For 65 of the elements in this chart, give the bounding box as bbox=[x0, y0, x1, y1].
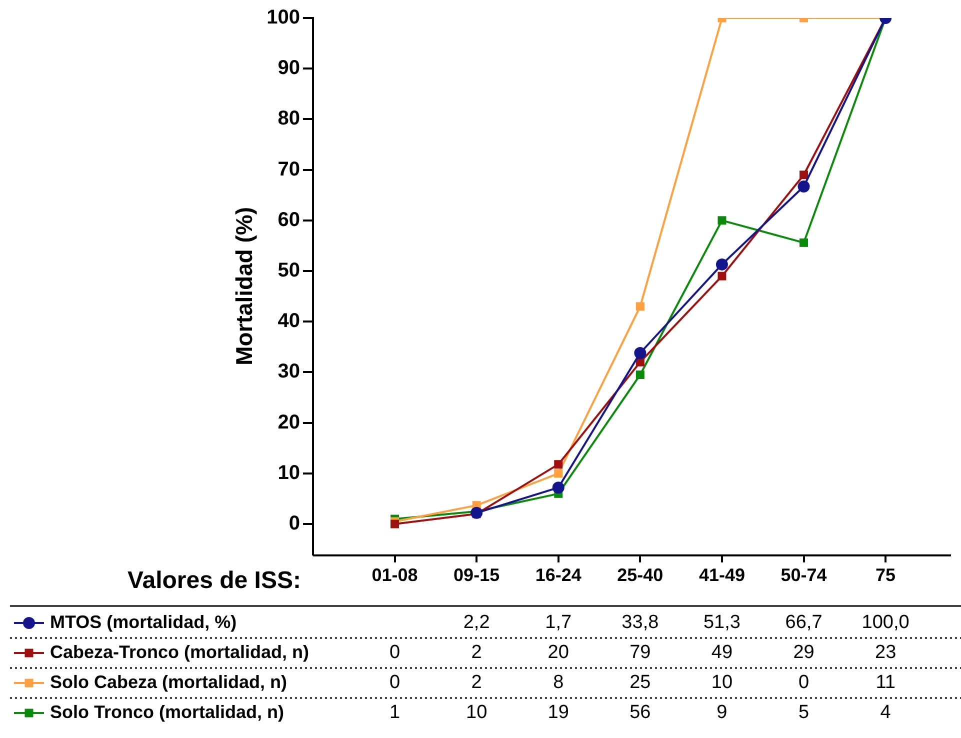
text: 100,0 bbox=[862, 612, 910, 634]
text: 0 bbox=[389, 672, 400, 694]
x-tick-label: 25-40 bbox=[617, 565, 664, 586]
point bbox=[718, 272, 726, 280]
legend-label: MTOS (mortalidad, %) bbox=[50, 612, 237, 632]
point bbox=[470, 506, 483, 519]
y-axis-title: Mortalidad (%) bbox=[231, 206, 258, 366]
point bbox=[554, 460, 563, 469]
y-tick-label: 40 bbox=[278, 310, 300, 332]
text: 49 bbox=[711, 642, 733, 664]
text: 8 bbox=[553, 672, 564, 694]
y-tick-label: 100 bbox=[266, 6, 300, 29]
text: 79 bbox=[630, 642, 651, 664]
y-tick-label: 70 bbox=[278, 158, 300, 180]
legend-label: Solo Cabeza (mortalidad, n) bbox=[50, 672, 288, 692]
text: 9 bbox=[716, 702, 728, 724]
x-tick-label: 09-15 bbox=[454, 565, 500, 586]
point bbox=[554, 469, 563, 478]
y-tick-label: 90 bbox=[278, 57, 300, 80]
point bbox=[718, 216, 726, 225]
y-tick-label: 60 bbox=[278, 208, 300, 231]
text: 10 bbox=[711, 672, 733, 694]
x-tick-label: 01-08 bbox=[372, 565, 418, 586]
legend-label: Solo Tronco (mortalidad, n) bbox=[50, 702, 284, 722]
text: 56 bbox=[630, 702, 651, 724]
x-tick-label: 75 bbox=[876, 565, 896, 586]
text: 19 bbox=[548, 702, 569, 724]
text: 10 bbox=[466, 702, 488, 724]
text: 33,8 bbox=[622, 612, 659, 634]
y-tick-label: 80 bbox=[278, 108, 300, 130]
legend-label: Cabeza-Tronco (mortalidad, n) bbox=[50, 642, 310, 662]
y-tick-label: 50 bbox=[278, 260, 300, 282]
point bbox=[636, 370, 644, 379]
text: 11 bbox=[876, 672, 896, 694]
y-tick-label: 30 bbox=[278, 360, 300, 383]
text: 1,7 bbox=[545, 612, 572, 634]
point bbox=[552, 482, 564, 494]
text: 2,2 bbox=[463, 612, 490, 634]
point bbox=[716, 258, 728, 270]
point bbox=[636, 302, 644, 311]
text: 5 bbox=[798, 702, 810, 724]
point bbox=[800, 170, 808, 180]
text: 1 bbox=[389, 702, 400, 724]
y-tick-label: 20 bbox=[278, 411, 300, 434]
text: 2 bbox=[471, 672, 482, 694]
x-tick-label: 16-24 bbox=[535, 565, 582, 586]
text: 0 bbox=[798, 672, 810, 694]
text: 66,7 bbox=[785, 612, 822, 634]
y-tick-label: 10 bbox=[278, 462, 300, 484]
x-axis-title: Valores de ISS: bbox=[128, 567, 301, 594]
point bbox=[390, 520, 400, 528]
x-tick-label: 50-74 bbox=[780, 565, 827, 586]
x-tick-label: 41-49 bbox=[698, 565, 745, 586]
point bbox=[634, 346, 646, 359]
text: 0 bbox=[389, 642, 400, 664]
text: 25 bbox=[630, 672, 651, 694]
text: 2 bbox=[471, 642, 482, 664]
text: 29 bbox=[793, 642, 814, 664]
text: 23 bbox=[874, 642, 896, 664]
y-tick-label: 0 bbox=[288, 512, 300, 535]
point bbox=[798, 180, 810, 193]
point bbox=[800, 238, 808, 247]
text: 51,3 bbox=[703, 612, 740, 634]
text: 20 bbox=[548, 642, 569, 664]
text: 4 bbox=[880, 702, 892, 724]
